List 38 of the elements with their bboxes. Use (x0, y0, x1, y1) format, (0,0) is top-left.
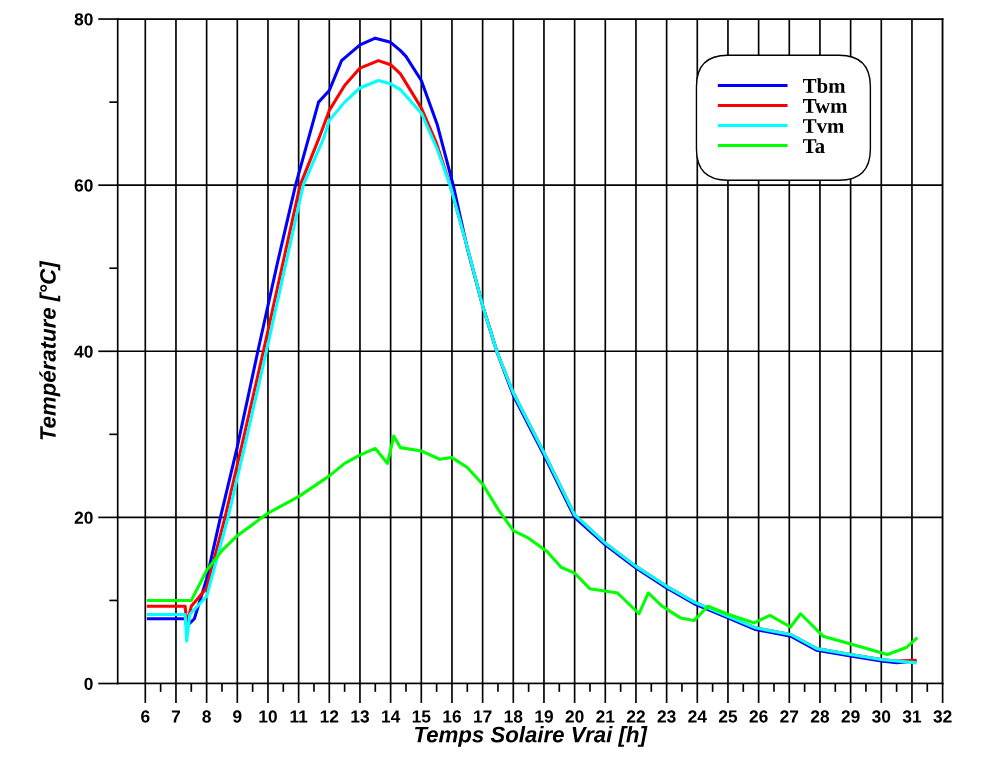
x-tick-label: 18 (504, 710, 523, 723)
y-tick-label: 40 (74, 345, 93, 358)
x-tick-label: 30 (872, 710, 891, 723)
x-tick-label: 32 (933, 710, 952, 723)
x-tick-label: 31 (902, 710, 922, 723)
x-tick-label: 14 (382, 710, 401, 723)
x-axis-title: Temps Solaire Vrai [h] (415, 726, 648, 747)
y-tick-label: 20 (74, 511, 93, 524)
x-tick-label: 17 (474, 710, 492, 723)
y-tick-label: 80 (74, 13, 93, 26)
x-tick-label: 27 (780, 710, 799, 723)
legend-label: Ta (803, 139, 825, 154)
x-tick-label: 28 (810, 710, 830, 723)
legend-label: Tbm (803, 78, 846, 93)
y-tick-label: 60 (74, 179, 93, 192)
x-tick-label: 8 (202, 710, 211, 723)
x-tick-label: 19 (535, 710, 553, 723)
x-tick-label: 20 (565, 710, 584, 723)
y-axis-title: Température [°C] (39, 260, 61, 440)
legend-label: Twm (803, 99, 848, 113)
x-tick-label: 21 (596, 710, 615, 723)
x-tick-label: 6 (141, 710, 150, 723)
x-tick-label: 11 (290, 710, 308, 723)
x-tick-label: 23 (657, 710, 676, 723)
x-tick-label: 10 (259, 710, 277, 723)
x-tick-label: 15 (412, 710, 431, 723)
x-tick-label: 9 (233, 710, 242, 723)
x-tick-label: 16 (443, 710, 461, 723)
x-tick-label: 13 (351, 710, 369, 723)
y-tick-label: 0 (84, 677, 93, 690)
x-tick-label: 7 (171, 710, 181, 723)
x-tick-label: 25 (718, 710, 738, 723)
x-tick-label: 29 (841, 710, 860, 723)
x-tick-label: 26 (749, 710, 768, 723)
x-tick-label: 24 (688, 710, 707, 723)
legend-label: Tvm (803, 119, 845, 134)
x-tick-label: 12 (320, 710, 339, 723)
x-tick-label: 22 (626, 710, 645, 723)
